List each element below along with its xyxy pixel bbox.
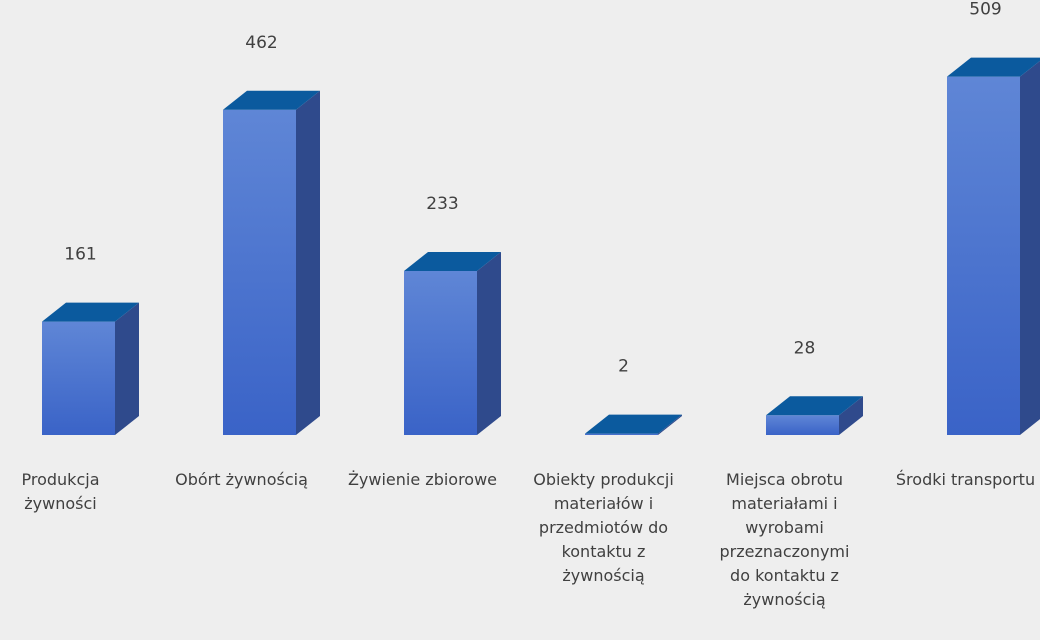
value-label: 509 <box>969 0 1001 20</box>
bar-side <box>115 302 139 435</box>
value-label: 233 <box>426 194 458 214</box>
bar-top <box>404 251 501 271</box>
value-label: 462 <box>245 33 277 53</box>
bar-top <box>585 414 682 434</box>
bar-side <box>296 90 320 435</box>
x-tick-label: Obiekty produkcji materiałów i przedmiot… <box>533 470 674 585</box>
bar-side <box>839 396 863 435</box>
x-tick-label: Środki transportu <box>895 470 1036 489</box>
bar-front <box>42 321 115 435</box>
bar-front <box>585 433 658 435</box>
bar-top <box>42 302 139 322</box>
bar-front <box>947 76 1020 435</box>
bar-top <box>223 90 320 110</box>
value-label: 28 <box>794 338 816 358</box>
bar-front <box>766 415 839 435</box>
value-label: 2 <box>618 357 629 377</box>
x-tick-label: Miejsca obrotu materiałami i wyrobami pr… <box>719 470 850 609</box>
bar-side <box>1020 60 1040 435</box>
bar-side <box>658 414 682 435</box>
bar-front <box>404 270 477 435</box>
x-tick-label: Produkcja żywności <box>21 470 100 513</box>
bar-top <box>947 57 1040 77</box>
bar-side <box>477 251 501 435</box>
x-tick-label: Obórt żywnością <box>175 470 308 489</box>
value-label: 161 <box>64 245 96 265</box>
bar-top <box>766 396 863 416</box>
bar-front <box>223 109 296 435</box>
x-tick-label: Żywienie zbiorowe <box>347 470 498 489</box>
